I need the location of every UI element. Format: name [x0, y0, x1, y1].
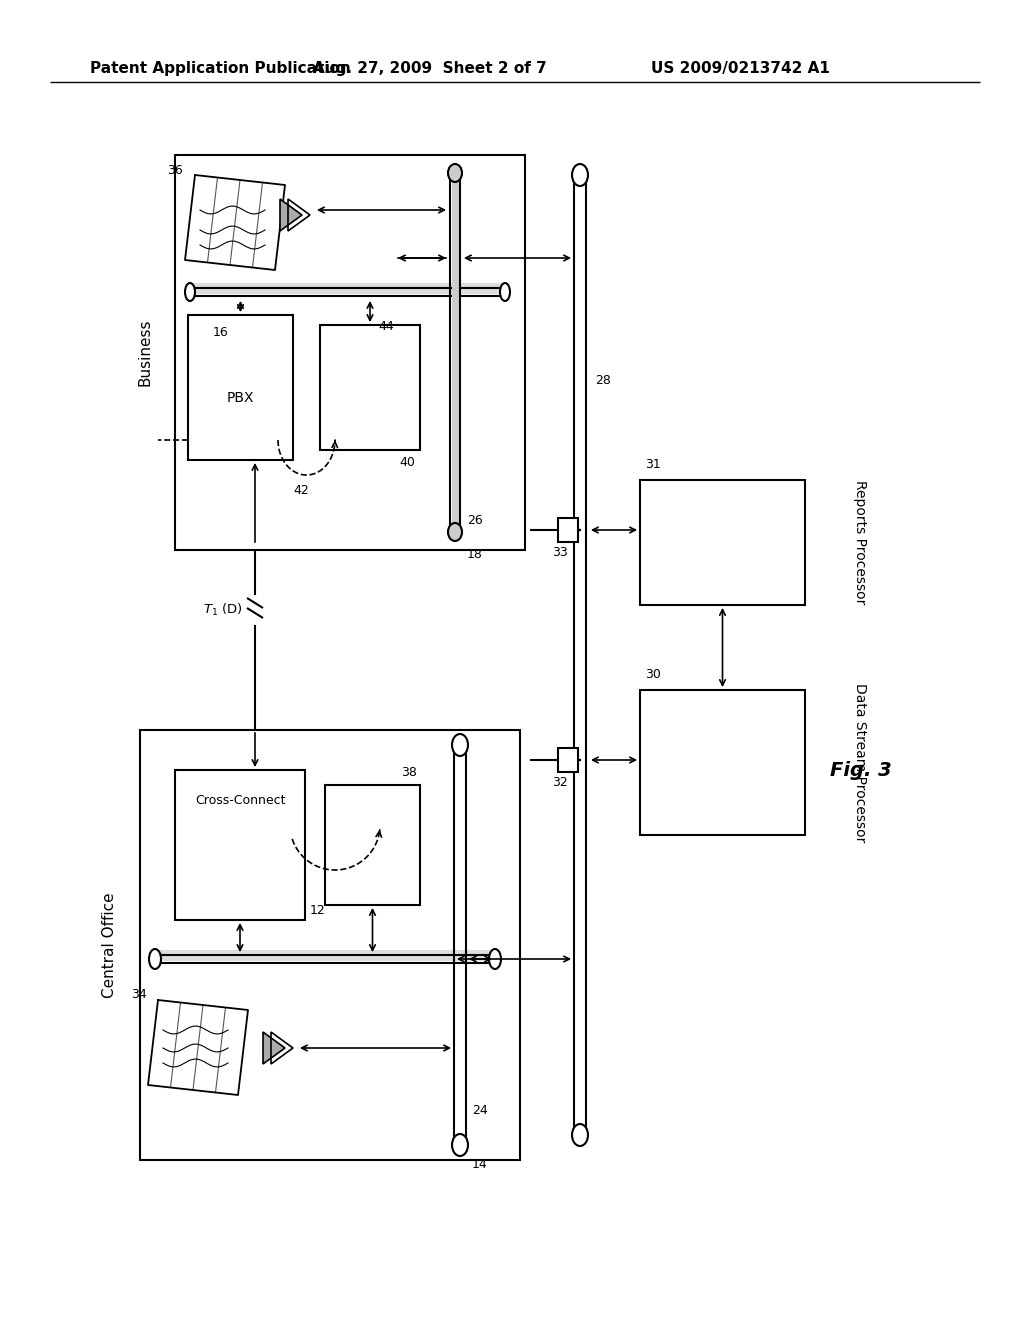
Bar	[175, 770, 305, 920]
Ellipse shape	[572, 164, 588, 186]
Text: 36: 36	[167, 164, 183, 177]
Ellipse shape	[185, 282, 195, 301]
Ellipse shape	[449, 523, 462, 541]
Text: 38: 38	[401, 767, 417, 780]
Text: 32: 32	[552, 776, 568, 788]
Text: 28: 28	[595, 374, 611, 387]
Ellipse shape	[449, 164, 462, 182]
Bar	[319, 325, 420, 450]
Text: 26: 26	[467, 513, 482, 527]
Text: Aug. 27, 2009  Sheet 2 of 7: Aug. 27, 2009 Sheet 2 of 7	[313, 61, 547, 75]
Bar	[558, 748, 578, 772]
Text: Patent Application Publication: Patent Application Publication	[90, 61, 351, 75]
Text: Business: Business	[137, 318, 153, 387]
Ellipse shape	[452, 734, 468, 756]
Text: Central Office: Central Office	[102, 892, 118, 998]
Text: 40: 40	[399, 455, 415, 469]
Text: PBX: PBX	[226, 391, 254, 404]
Bar	[325, 785, 420, 906]
Polygon shape	[185, 176, 285, 271]
Text: 18: 18	[467, 549, 483, 561]
Text: 30: 30	[645, 668, 660, 681]
Ellipse shape	[452, 1134, 468, 1156]
Text: 42: 42	[294, 483, 309, 496]
Text: Data Stream Processor: Data Stream Processor	[853, 682, 867, 842]
Ellipse shape	[150, 949, 161, 969]
Text: 14: 14	[472, 1159, 487, 1172]
Ellipse shape	[572, 1125, 588, 1146]
Polygon shape	[280, 199, 302, 231]
Polygon shape	[148, 1001, 248, 1096]
Ellipse shape	[489, 949, 501, 969]
Text: $T_1$ (D): $T_1$ (D)	[203, 602, 243, 618]
Text: 16: 16	[213, 326, 228, 339]
Text: 24: 24	[472, 1104, 487, 1117]
Bar	[640, 690, 805, 836]
Text: Cross-Connect: Cross-Connect	[195, 793, 286, 807]
Bar	[140, 730, 520, 1160]
Text: US 2009/0213742 A1: US 2009/0213742 A1	[651, 61, 830, 75]
Polygon shape	[263, 1032, 285, 1064]
Text: 31: 31	[645, 458, 660, 471]
Text: 12: 12	[310, 903, 326, 916]
Ellipse shape	[500, 282, 510, 301]
Bar	[175, 154, 525, 550]
Bar	[188, 315, 293, 459]
Text: Fig. 3: Fig. 3	[830, 760, 892, 780]
Bar	[640, 480, 805, 605]
Text: 33: 33	[552, 545, 568, 558]
Text: 44: 44	[378, 319, 394, 333]
Text: Reports Processor: Reports Processor	[853, 480, 867, 605]
Text: 34: 34	[131, 987, 147, 1001]
Bar	[558, 517, 578, 543]
